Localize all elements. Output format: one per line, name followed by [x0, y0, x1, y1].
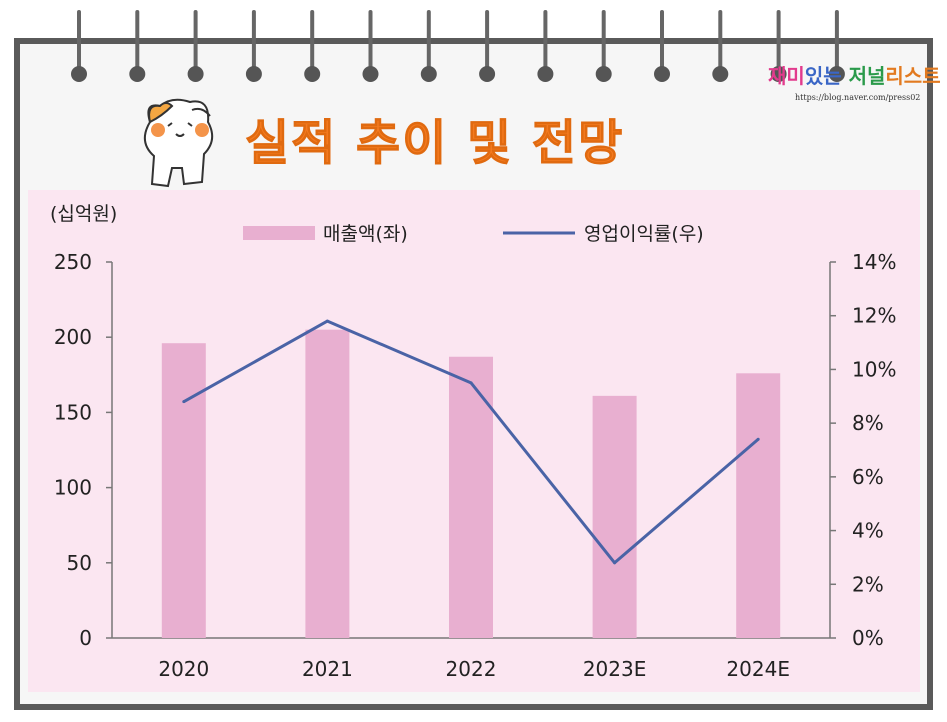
margin-point-2022 — [469, 381, 473, 385]
left-tick-label: 250 — [54, 250, 92, 274]
binder-hole — [187, 66, 204, 82]
legend-bar-swatch — [243, 226, 315, 240]
binder-hole — [362, 66, 379, 82]
right-tick-label: 10% — [852, 357, 896, 381]
binder-rings — [71, 10, 845, 82]
binder-hole — [712, 66, 729, 82]
x-tick-label: 2024E — [726, 657, 790, 681]
right-tick-label: 2% — [852, 572, 884, 596]
x-tick-label: 2021 — [302, 657, 353, 681]
margin-point-2021 — [325, 319, 329, 323]
left-tick-label: 0 — [79, 626, 92, 650]
bar-2020 — [161, 343, 206, 638]
right-tick-label: 12% — [852, 304, 896, 328]
left-tick-label: 50 — [67, 551, 92, 575]
left-tick-label: 200 — [54, 325, 92, 349]
binder-hole — [654, 66, 670, 82]
binder-hole — [828, 66, 845, 82]
x-tick-label: 2020 — [158, 657, 209, 681]
binder-hole — [71, 66, 87, 82]
right-tick-label: 4% — [852, 519, 884, 543]
margin-point-2020 — [182, 400, 186, 404]
brand-url: https://blog.naver.com/press02 — [795, 93, 921, 102]
cat-mascot-icon — [143, 98, 214, 188]
binder-hole — [304, 66, 321, 82]
left-axis-label: (십억원) — [50, 203, 117, 225]
bar-2022 — [449, 356, 493, 638]
brand-logo: 재미있는 저널리스트 — [768, 64, 941, 88]
bar-2024E — [736, 373, 781, 638]
right-tick-label: 6% — [852, 465, 884, 489]
binder-hole — [420, 66, 437, 82]
margin-point-2024E — [756, 437, 760, 441]
page-title: 실적 추이 및 전망 — [244, 115, 625, 172]
binder-hole — [129, 66, 146, 82]
bar-2021 — [305, 329, 350, 638]
legend: 매출액(좌) 영업이익률(우) — [243, 223, 704, 245]
margin-point-2023E — [613, 561, 617, 565]
legend-line-label: 영업이익률(우) — [584, 223, 704, 245]
bar-2023E — [592, 395, 637, 638]
binder-hole — [245, 66, 262, 82]
x-tick-label: 2022 — [446, 657, 497, 681]
binder-hole — [537, 66, 554, 82]
binder-hole — [770, 66, 787, 82]
left-tick-label: 100 — [54, 476, 92, 500]
binder-hole — [595, 66, 612, 82]
legend-bar-label: 매출액(좌) — [323, 223, 408, 245]
x-tick-label: 2023E — [583, 657, 647, 681]
right-tick-label: 14% — [852, 250, 896, 274]
binder-hole — [479, 66, 496, 82]
right-tick-label: 8% — [852, 411, 884, 435]
right-tick-label: 0% — [852, 626, 884, 650]
left-tick-label: 150 — [54, 400, 92, 424]
